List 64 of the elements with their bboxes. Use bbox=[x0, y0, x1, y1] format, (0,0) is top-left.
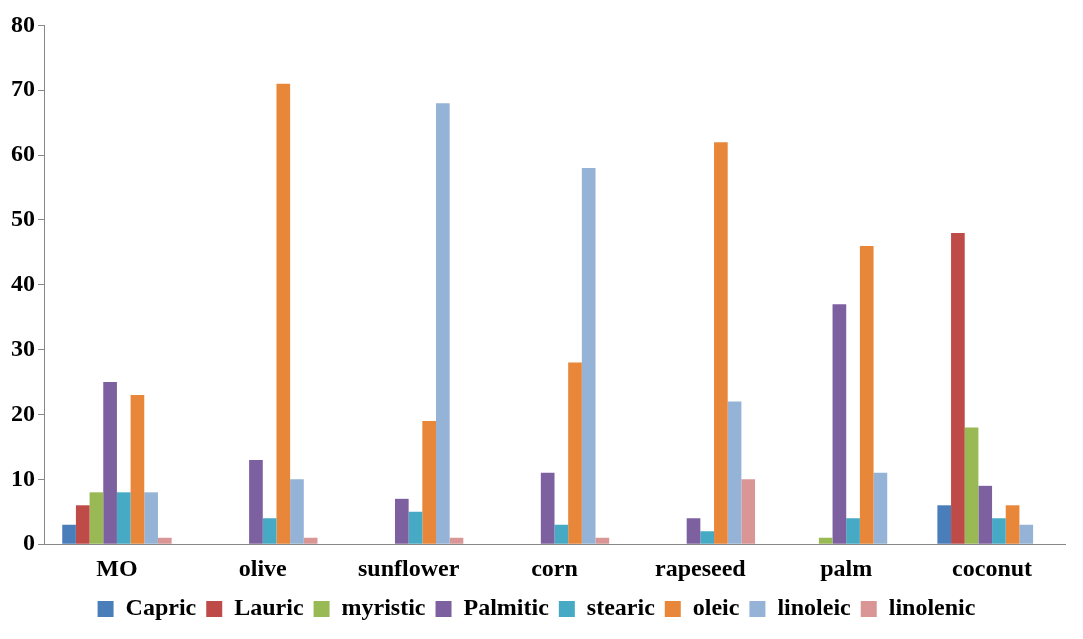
bar bbox=[554, 524, 569, 544]
legend-label: linoleic bbox=[777, 594, 852, 621]
bar bbox=[818, 537, 833, 544]
y-tick-label: 80 bbox=[11, 10, 35, 37]
bar bbox=[394, 498, 409, 544]
bar bbox=[595, 537, 610, 544]
bar bbox=[62, 524, 76, 544]
x-tick-label: corn bbox=[531, 554, 578, 581]
bar bbox=[249, 459, 263, 544]
x-tick-label: olive bbox=[238, 554, 288, 581]
bar bbox=[700, 531, 715, 544]
bar bbox=[89, 492, 104, 544]
legend-label: oleic bbox=[692, 594, 740, 621]
bar bbox=[1005, 505, 1020, 544]
bar bbox=[449, 537, 464, 544]
y-tick-label: 70 bbox=[11, 75, 35, 102]
bar bbox=[75, 505, 90, 544]
bar bbox=[859, 245, 874, 544]
bar bbox=[303, 537, 318, 544]
x-tick-label: sunflower bbox=[357, 554, 460, 581]
y-tick-label: 30 bbox=[11, 334, 35, 361]
y-tick-label: 50 bbox=[11, 205, 35, 232]
bar bbox=[408, 511, 423, 544]
bar bbox=[435, 103, 450, 544]
bar bbox=[568, 362, 582, 544]
bar bbox=[116, 492, 131, 544]
bar bbox=[290, 479, 304, 544]
y-tick-label: 0 bbox=[23, 529, 35, 556]
bar bbox=[422, 420, 436, 544]
bar bbox=[262, 518, 277, 544]
bar bbox=[581, 168, 596, 544]
bar bbox=[130, 395, 145, 544]
bar bbox=[714, 142, 728, 544]
legend-label: myristic bbox=[341, 594, 426, 621]
bar bbox=[144, 492, 158, 544]
x-tick-label: MO bbox=[96, 554, 138, 581]
y-tick-label: 10 bbox=[11, 464, 35, 491]
bar bbox=[964, 427, 979, 544]
y-tick-label: 40 bbox=[11, 270, 35, 296]
legend-label: stearic bbox=[586, 594, 656, 621]
x-tick-label: palm bbox=[820, 554, 873, 581]
bar bbox=[992, 518, 1006, 544]
bar bbox=[276, 83, 291, 544]
bar bbox=[1019, 524, 1034, 544]
bar bbox=[951, 232, 965, 544]
y-tick-label: 20 bbox=[11, 399, 35, 426]
bar bbox=[157, 537, 172, 544]
x-tick-label: coconut bbox=[952, 554, 1033, 581]
legend-label: Capric bbox=[125, 594, 197, 621]
bar bbox=[727, 401, 742, 544]
y-tick-label: 60 bbox=[11, 140, 35, 167]
bar bbox=[832, 304, 847, 544]
bar bbox=[846, 518, 860, 544]
legend-label: Lauric bbox=[234, 594, 304, 621]
legend-label: Palmitic bbox=[463, 594, 550, 621]
bar bbox=[873, 472, 888, 544]
bar bbox=[103, 382, 117, 544]
legend-label: linolenic bbox=[888, 594, 976, 621]
bar bbox=[686, 518, 701, 544]
x-tick-label: rapeseed bbox=[655, 554, 747, 581]
bar bbox=[978, 485, 993, 544]
bar bbox=[741, 479, 756, 544]
bar bbox=[540, 472, 555, 544]
bar bbox=[937, 505, 952, 544]
